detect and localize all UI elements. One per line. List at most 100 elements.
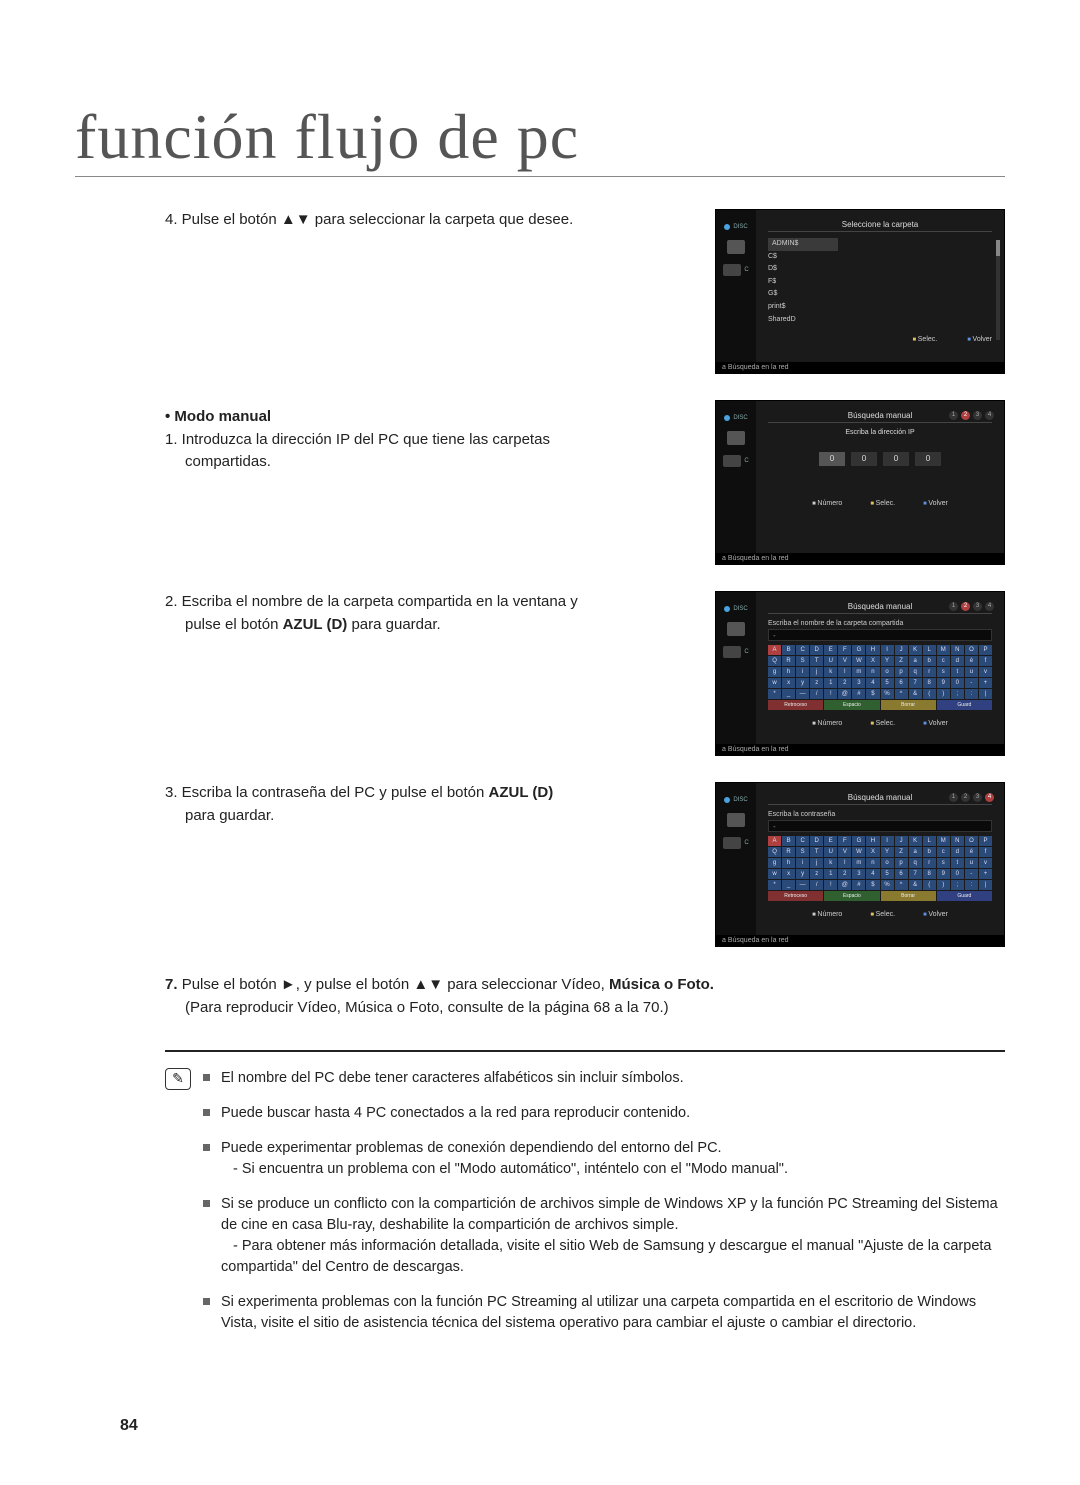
keyboard-key: l: [838, 858, 851, 868]
keyboard-key: g: [768, 667, 781, 677]
keyboard-key: *: [768, 880, 781, 890]
keyboard-key: _: [782, 689, 795, 699]
keyboard-key: t: [951, 667, 964, 677]
keyboard-key: w: [768, 869, 781, 879]
keyboard-key: —: [796, 689, 809, 699]
step-indicator: 1234: [949, 602, 994, 611]
keyboard-key: Z: [895, 847, 908, 857]
notes-box: ✎ El nombre del PC debe tener caracteres…: [165, 1050, 1005, 1348]
ss1-title: Seleccione la carpeta: [768, 220, 992, 229]
keyboard-key: H: [866, 645, 879, 655]
keyboard-key: +: [979, 678, 992, 688]
keyboard-key: 9: [937, 869, 950, 879]
note-item: El nombre del PC debe tener caracteres a…: [203, 1068, 1005, 1089]
ss3-input-bar: -: [768, 629, 992, 641]
keyboard-key: %: [881, 880, 894, 890]
ip-cell: 0: [819, 452, 845, 466]
c-label: C: [744, 840, 748, 846]
disc-label: DISC: [733, 224, 747, 230]
keyboard-key: B: [782, 645, 795, 655]
keyboard-key: P: [979, 836, 992, 846]
keyboard-key: ^: [895, 880, 908, 890]
keyboard-key: z: [810, 869, 823, 879]
disc-dot-icon: [724, 415, 730, 421]
section-step2: 2. Escriba el nombre de la carpeta compa…: [75, 591, 1005, 756]
keyboard-key: C: [796, 836, 809, 846]
keyboard-key: ^: [895, 689, 908, 699]
ss4-input-label: Escriba la contraseña: [768, 811, 992, 818]
ip-cell: 0: [883, 452, 909, 466]
btn-volver: Volver: [923, 500, 948, 507]
btn-selec: Selec.: [912, 336, 937, 343]
kbd-guard: Guard: [937, 891, 992, 901]
step1a-text: 1. Introduzca la dirección IP del PC que…: [165, 429, 695, 452]
keyboard-key: 8: [923, 678, 936, 688]
c-label: C: [744, 267, 748, 273]
step7-block: 7. Pulse el botón ►, y pulse el botón ▲▼…: [75, 973, 1005, 1020]
keyboard-key: K: [909, 645, 922, 655]
section-modo-manual: • Modo manual 1. Introduzca la dirección…: [75, 400, 1005, 565]
kbd-guard: Guard: [937, 700, 992, 710]
device-icon: [727, 431, 745, 445]
kbd-borrar: Borrar: [881, 700, 936, 710]
keyboard-key: &: [909, 689, 922, 699]
keyboard-key: D: [810, 836, 823, 846]
keyboard-key: x: [782, 869, 795, 879]
status-text: Búsqueda en la red: [728, 364, 789, 371]
ss4-input-bar: -: [768, 820, 992, 832]
disc-label: DISC: [733, 606, 747, 612]
step-indicator: 1234: [949, 411, 994, 420]
folder-item: C$: [768, 251, 992, 264]
note-icon: ✎: [165, 1068, 191, 1090]
btn-selec: Selec.: [870, 720, 895, 727]
keyboard-key: *: [768, 689, 781, 699]
keyboard-key: &: [909, 880, 922, 890]
kbd-retroceso: Retroceso: [768, 891, 823, 901]
keyboard-key: 5: [881, 869, 894, 879]
keyboard-key: F: [838, 836, 851, 846]
keyboard-key: 9: [937, 678, 950, 688]
keyboard-key: R: [782, 847, 795, 857]
keyboard-key: !: [824, 880, 837, 890]
btn-numero: Número: [812, 720, 842, 727]
disc-dot-icon: [724, 797, 730, 803]
keyboard-key: a: [909, 656, 922, 666]
disc-dot-icon: [724, 224, 730, 230]
folder-item: D$: [768, 263, 992, 276]
step7a-bold: Música o Foto.: [609, 976, 714, 993]
keyboard-key: -: [965, 678, 978, 688]
folder-item: G$: [768, 288, 992, 301]
keyboard-key: v: [979, 858, 992, 868]
keyboard-key: 3: [852, 678, 865, 688]
keyboard-key: K: [909, 836, 922, 846]
note-item: Puede buscar hasta 4 PC conectados a la …: [203, 1103, 1005, 1124]
keyboard-key: f: [979, 656, 992, 666]
keyboard-key: J: [895, 645, 908, 655]
keyboard-key: D: [810, 645, 823, 655]
keyboard-key: Q: [768, 656, 781, 666]
keyboard-key: R: [782, 656, 795, 666]
keyboard-key: O: [965, 645, 978, 655]
keyboard-key: G: [852, 836, 865, 846]
keyboard-key: E: [824, 836, 837, 846]
device-icon: [727, 813, 745, 827]
keyboard-key: 8: [923, 869, 936, 879]
disc-label: DISC: [733, 797, 747, 803]
keyboard-key: r: [923, 858, 936, 868]
section-step4: 4. Pulse el botón ▲▼ para seleccionar la…: [75, 209, 1005, 374]
keyboard-key: h: [782, 667, 795, 677]
btn-numero: Número: [812, 911, 842, 918]
device-icon-2: [723, 264, 741, 276]
keyboard-key: Y: [881, 847, 894, 857]
keyboard-key: $: [866, 880, 879, 890]
keyboard-key: |: [979, 689, 992, 699]
step4-text: 4. Pulse el botón ▲▼ para seleccionar la…: [165, 209, 695, 232]
keyboard-key: m: [852, 667, 865, 677]
keyboard-key: #: [852, 880, 865, 890]
section-step3: 3. Escriba la contraseña del PC y pulse …: [75, 782, 1005, 947]
keyboard-key: T: [810, 656, 823, 666]
keyboard-key: p: [895, 858, 908, 868]
keyboard-key: j: [810, 667, 823, 677]
keyboard-key: $: [866, 689, 879, 699]
keyboard-key: T: [810, 847, 823, 857]
